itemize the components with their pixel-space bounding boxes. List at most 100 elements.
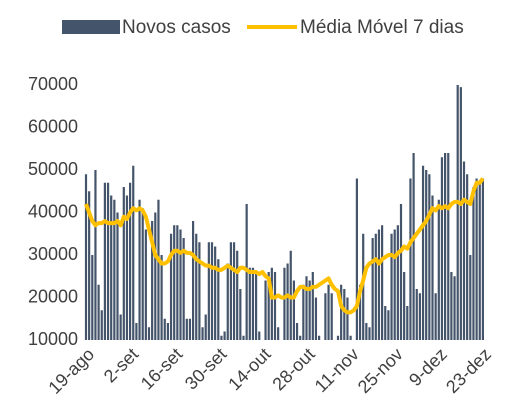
- y-tick-label: 20000: [28, 286, 78, 306]
- x-tick-label: 30-set: [181, 344, 231, 394]
- bar: [327, 284, 330, 340]
- bar: [447, 153, 450, 340]
- bar: [188, 318, 192, 340]
- bar: [283, 267, 286, 340]
- bar: [355, 178, 358, 340]
- bar: [91, 255, 94, 340]
- bar: [421, 165, 425, 340]
- bar: [267, 272, 270, 340]
- bar: [201, 327, 204, 340]
- bar: [472, 187, 475, 340]
- bar: [226, 263, 229, 340]
- bar: [358, 284, 362, 340]
- bar: [330, 293, 333, 340]
- bar: [217, 259, 220, 340]
- bar: [462, 161, 466, 340]
- bar: [264, 280, 267, 340]
- bar: [207, 242, 210, 340]
- bar: [453, 276, 456, 340]
- bar: [144, 229, 147, 340]
- bar: [299, 335, 302, 340]
- x-tick-label: 19-ago: [44, 344, 98, 398]
- bar: [440, 157, 444, 340]
- bar: [210, 242, 214, 340]
- bar: [223, 331, 226, 340]
- bar: [147, 327, 151, 340]
- bar: [100, 310, 103, 340]
- bar: [160, 255, 163, 340]
- bar: [292, 280, 295, 340]
- bar: [466, 174, 469, 340]
- bar: [428, 174, 431, 340]
- bar: [302, 284, 305, 340]
- bar: [110, 195, 113, 340]
- bar: [340, 284, 343, 340]
- bar: [456, 85, 459, 340]
- bar: [444, 153, 447, 340]
- bar: [122, 187, 125, 340]
- bar: [305, 276, 308, 340]
- bar: [214, 246, 217, 340]
- bar: [365, 323, 368, 340]
- y-tick-label: 60000: [28, 116, 78, 136]
- bar: [179, 229, 182, 340]
- bar: [204, 314, 207, 340]
- bar: [125, 195, 129, 340]
- bar: [229, 242, 232, 340]
- y-tick-label: 10000: [28, 329, 78, 349]
- bar: [97, 284, 100, 340]
- bar: [232, 242, 236, 340]
- x-tick-label: 2-set: [100, 344, 142, 386]
- bar: [258, 331, 261, 340]
- bar: [157, 199, 160, 340]
- bar: [192, 221, 195, 340]
- bar: [368, 327, 371, 340]
- bar: [251, 267, 255, 340]
- bar: [415, 289, 418, 340]
- bar: [119, 314, 122, 340]
- y-tick-label: 70000: [28, 74, 78, 94]
- y-tick-label: 50000: [28, 159, 78, 179]
- bar: [308, 280, 311, 340]
- bar: [255, 272, 258, 340]
- bar: [242, 335, 245, 340]
- bar: [176, 225, 179, 340]
- bar: [475, 178, 478, 340]
- bar: [459, 87, 462, 340]
- bar: [141, 208, 144, 340]
- x-tick-label: 28-out: [268, 344, 318, 394]
- bar: [138, 199, 141, 340]
- bar: [151, 221, 154, 340]
- bar: [135, 323, 138, 340]
- bar: [182, 238, 185, 340]
- bar: [336, 335, 340, 340]
- bar: [387, 310, 390, 340]
- bar: [390, 233, 393, 340]
- bar: [431, 195, 434, 340]
- bar: [371, 238, 374, 340]
- bar: [396, 225, 399, 340]
- bar: [450, 272, 453, 340]
- legend-label: Novos casos: [122, 17, 231, 38]
- bar: [132, 165, 135, 340]
- y-tick-label: 30000: [28, 244, 78, 264]
- bar: [198, 242, 201, 340]
- bar: [314, 297, 318, 340]
- bar: [84, 174, 88, 340]
- bar: [185, 318, 188, 340]
- bar: [418, 293, 421, 340]
- bar: [173, 225, 176, 340]
- bar: [343, 289, 346, 340]
- bar: [154, 212, 157, 340]
- bar: [220, 335, 223, 340]
- bar: [349, 335, 352, 340]
- bar: [377, 229, 381, 340]
- bar: [478, 182, 481, 340]
- x-tick-label: 23-dez: [442, 344, 495, 397]
- bar: [434, 293, 437, 340]
- bar: [399, 204, 403, 340]
- bar: [103, 182, 106, 340]
- bar: [248, 267, 251, 340]
- bar: [403, 272, 406, 340]
- bar: [113, 199, 116, 340]
